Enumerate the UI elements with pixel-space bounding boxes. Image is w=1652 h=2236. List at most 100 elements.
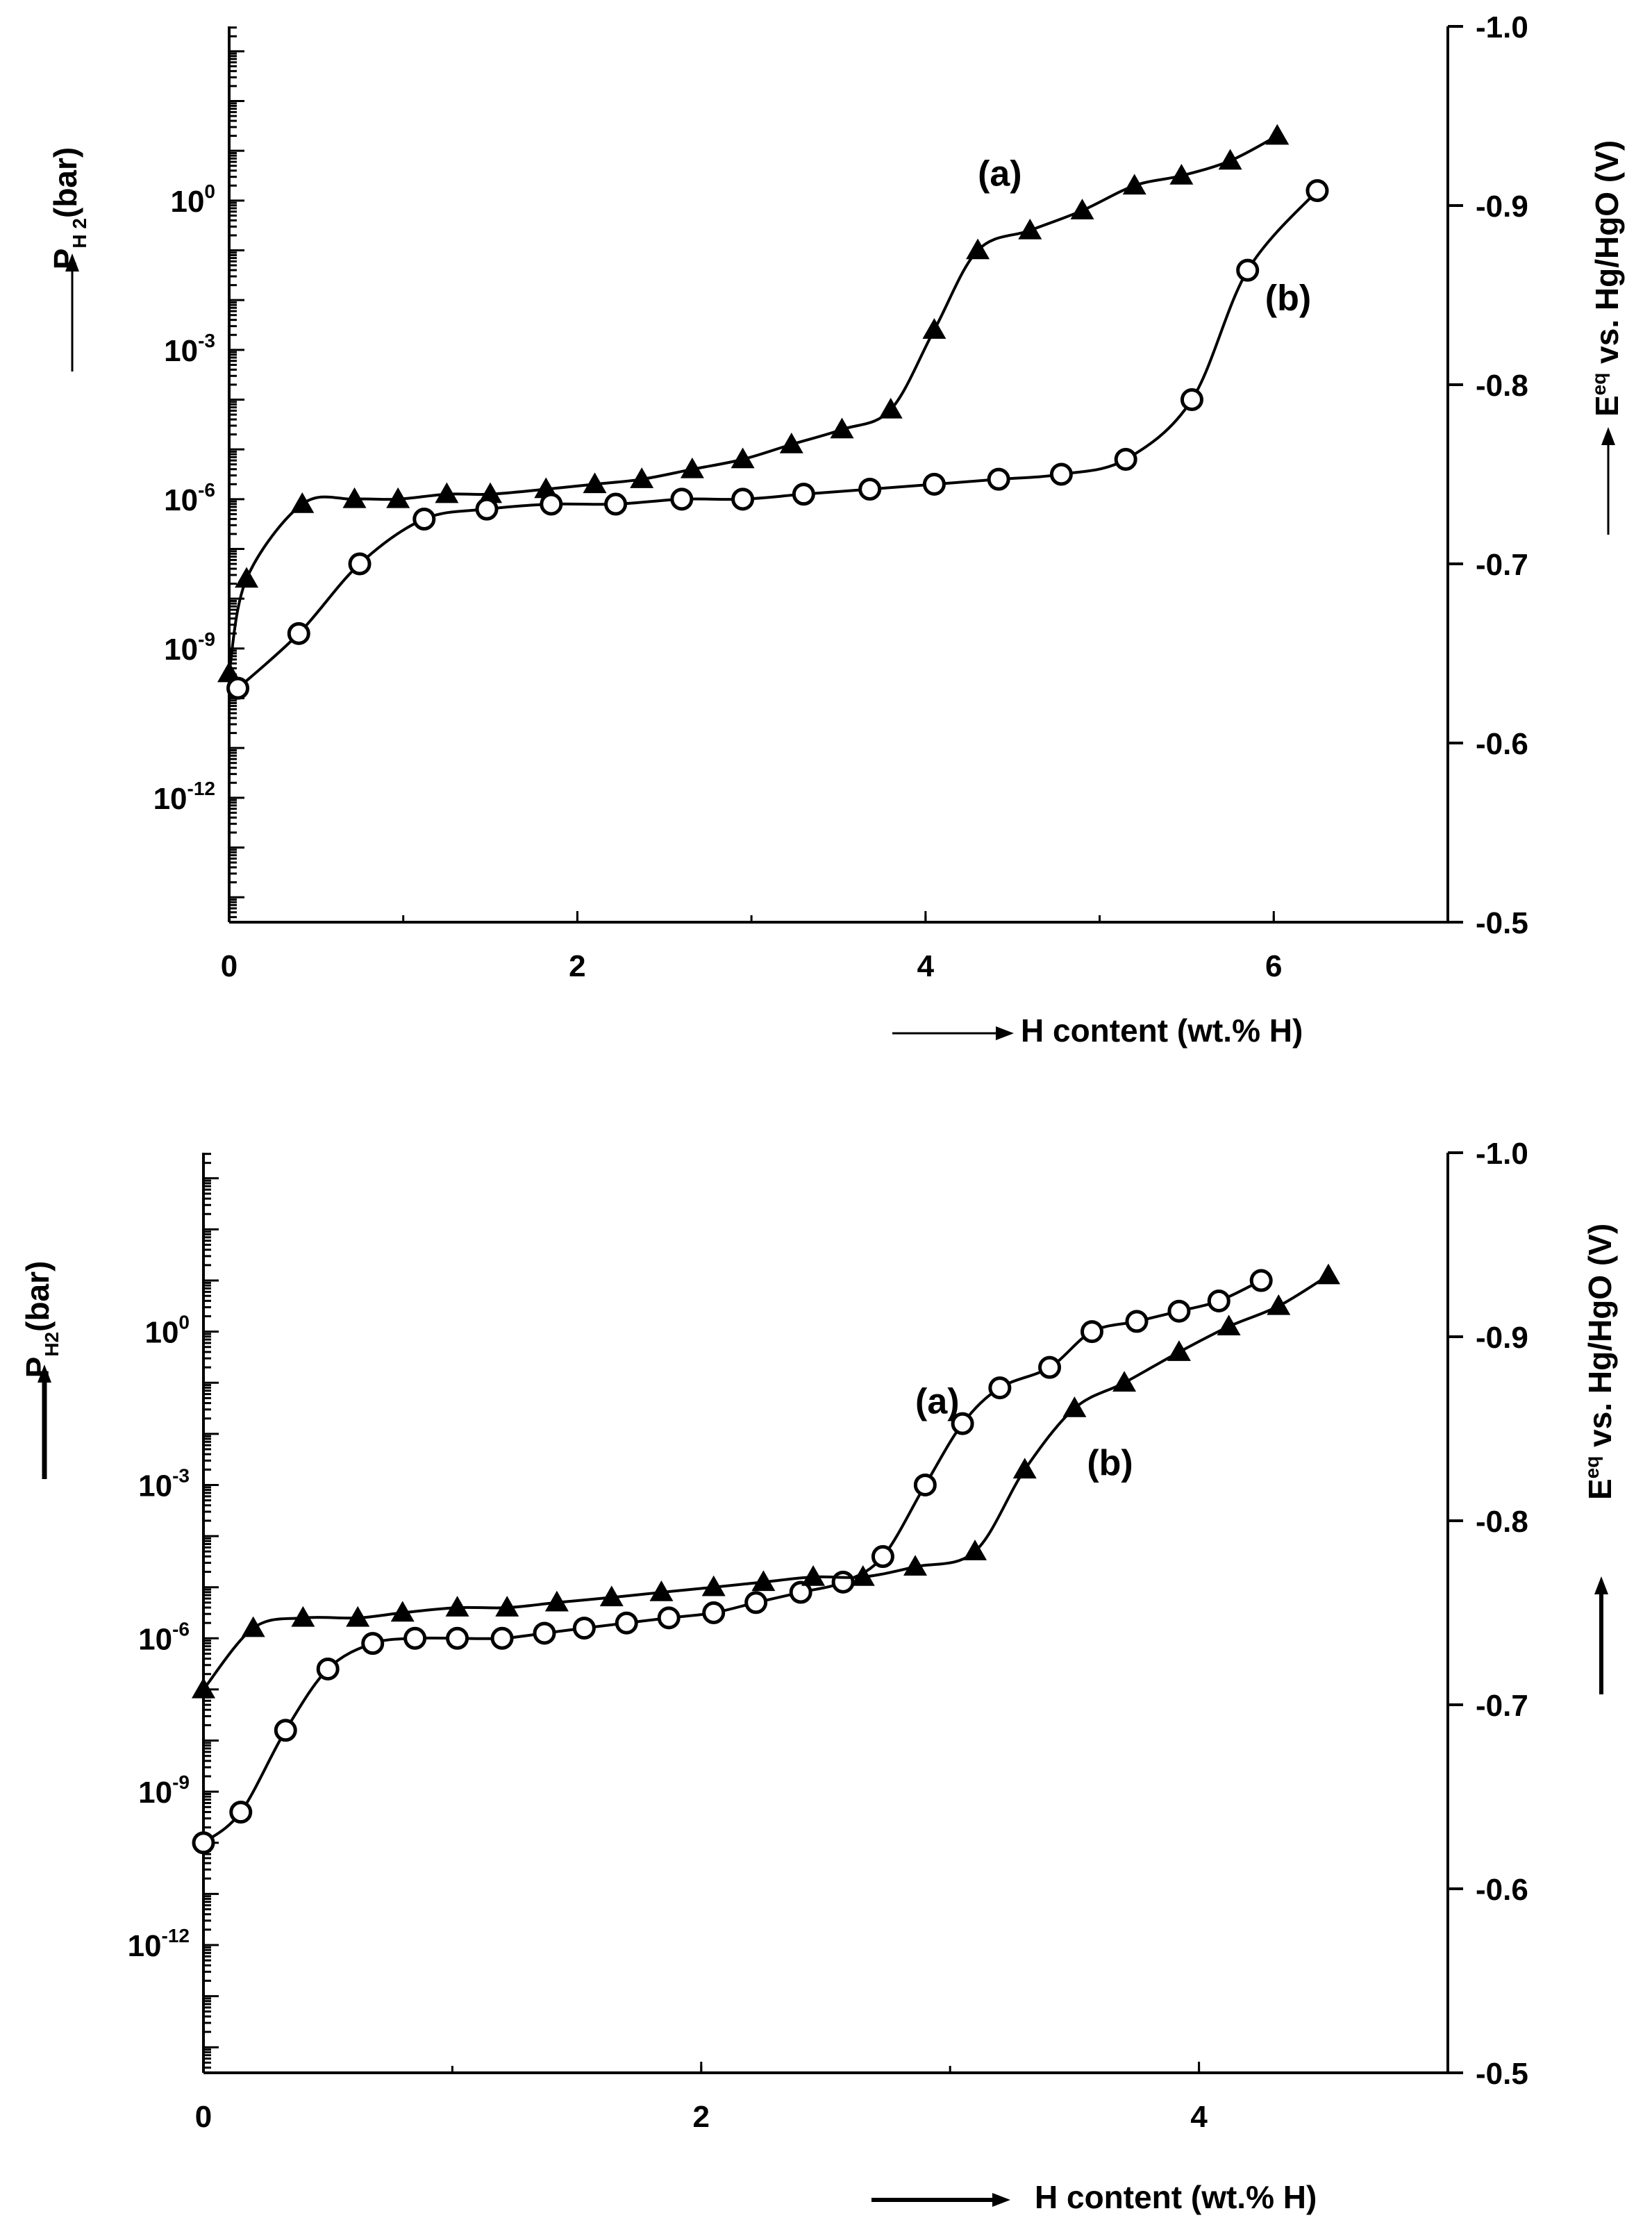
- y-left-axis-title: PH2(bar): [19, 1261, 62, 1378]
- data-point: [1167, 1299, 1191, 1323]
- y-right-tick-label: -0.5: [1476, 2057, 1528, 2091]
- data-point: [731, 487, 755, 511]
- y-right-tick-label: -0.5: [1476, 906, 1528, 940]
- data-point: [1122, 174, 1146, 195]
- series-a: (a): [192, 1269, 1273, 1855]
- data-point: [1114, 448, 1137, 471]
- series-b: (b): [192, 1263, 1340, 1699]
- data-point: [446, 1626, 469, 1650]
- data-point: [1207, 1289, 1230, 1312]
- data-point: [346, 1605, 370, 1627]
- series-label: (b): [1087, 1443, 1133, 1483]
- data-point: [1125, 1310, 1149, 1333]
- data-point: [987, 467, 1010, 491]
- chart-2: 100 10-3 10-6 10-9 10-12 0 2 4 -1.0 -0.9 -0.8 -0.7 -…: [19, 1137, 1618, 2215]
- y-right-tick-label: -0.6: [1476, 1873, 1528, 1907]
- data-point: [1038, 1355, 1062, 1379]
- data-point: [649, 1580, 674, 1601]
- data-point: [913, 1473, 937, 1496]
- data-point: [1070, 199, 1094, 219]
- data-point: [291, 1605, 315, 1627]
- data-point: [412, 508, 436, 531]
- y-right-tick-label: -0.6: [1476, 727, 1528, 761]
- data-point: [1112, 1371, 1137, 1392]
- data-point: [604, 492, 628, 516]
- data-point: [572, 1617, 596, 1640]
- data-point: [1249, 1269, 1273, 1292]
- data-point: [657, 1606, 681, 1630]
- y-left-tick-label: 100: [144, 1312, 190, 1350]
- data-point: [1062, 1396, 1087, 1417]
- data-point: [1180, 388, 1203, 411]
- series-line: [228, 134, 1278, 674]
- data-point: [287, 621, 310, 645]
- data-point: [386, 487, 410, 508]
- data-point: [599, 1585, 624, 1607]
- y-right-tick-label: -0.8: [1476, 1505, 1528, 1539]
- x-tick-label: 0: [221, 949, 237, 983]
- data-point: [851, 1565, 875, 1586]
- y-right-tick-label: -1.0: [1476, 1137, 1528, 1171]
- data-point: [751, 1570, 776, 1592]
- data-point: [744, 1591, 768, 1615]
- data-point: [342, 487, 367, 508]
- y-left-tick-label: 10-9: [138, 1771, 190, 1810]
- y-right-tick-label: -0.8: [1476, 369, 1528, 403]
- data-point: [540, 492, 563, 516]
- y-left-arrow-head: [65, 253, 79, 272]
- y-left-tick-label: 10-6: [138, 1618, 190, 1656]
- data-point: [789, 1580, 812, 1604]
- series-line: [202, 1274, 1330, 1691]
- series-line: [237, 190, 1319, 690]
- y-left-axis-title: PH 2(bar): [47, 147, 90, 270]
- y-right-tick-label: -0.9: [1476, 1321, 1528, 1355]
- chart-1: 100 10-3 10-6 10-9 10-12 0 2 4 6 -1.0 -0.9 -0.8 -0.7…: [47, 10, 1625, 1049]
- data-point: [801, 1565, 826, 1586]
- series-label: (a): [915, 1381, 960, 1421]
- y-right-axis-title: Eeq vs. Hg/HgO (V): [1588, 140, 1625, 417]
- data-point: [533, 1621, 556, 1645]
- data-point: [701, 1575, 726, 1596]
- x-label-arrow-head: [992, 2193, 1010, 2207]
- data-point: [1018, 218, 1042, 240]
- data-point: [779, 433, 803, 453]
- data-point: [495, 1596, 519, 1617]
- data-point: [1169, 164, 1194, 185]
- data-point: [1080, 1320, 1103, 1344]
- series-line: [202, 1279, 1262, 1844]
- data-point: [792, 483, 815, 506]
- y-left-tick-label: 100: [170, 181, 215, 219]
- series-b: (b): [226, 179, 1329, 700]
- x-axis-title: H content (wt.% H): [1035, 2179, 1317, 2215]
- data-point: [878, 397, 903, 419]
- y-left-tick-label: 10-3: [164, 330, 215, 368]
- series-a: (a): [217, 124, 1290, 683]
- data-point: [922, 472, 946, 496]
- y-left-tick-label: 10-12: [153, 778, 215, 816]
- y-left-tick-label: 10-6: [164, 479, 215, 517]
- data-point: [435, 482, 459, 503]
- series-label: (a): [978, 153, 1022, 194]
- data-point: [1316, 1263, 1340, 1285]
- data-point: [963, 1540, 987, 1560]
- data-point: [445, 1596, 469, 1617]
- data-point: [702, 1601, 726, 1624]
- data-point: [1049, 462, 1073, 486]
- data-point: [670, 487, 694, 511]
- y-right-tick-label: -0.7: [1476, 1689, 1528, 1723]
- y-right-tick-label: -1.0: [1476, 10, 1528, 44]
- data-point: [316, 1657, 340, 1680]
- x-tick-label: 4: [917, 949, 935, 983]
- data-point: [361, 1632, 385, 1655]
- data-point: [1217, 1315, 1241, 1336]
- data-point: [1265, 124, 1290, 145]
- data-point: [544, 1590, 569, 1612]
- x-axis-title: H content (wt.% H): [1021, 1012, 1303, 1049]
- data-point: [858, 478, 882, 501]
- data-point: [871, 1545, 894, 1569]
- series-label: (b): [1265, 278, 1311, 319]
- data-point: [1012, 1458, 1037, 1479]
- data-point: [403, 1626, 427, 1650]
